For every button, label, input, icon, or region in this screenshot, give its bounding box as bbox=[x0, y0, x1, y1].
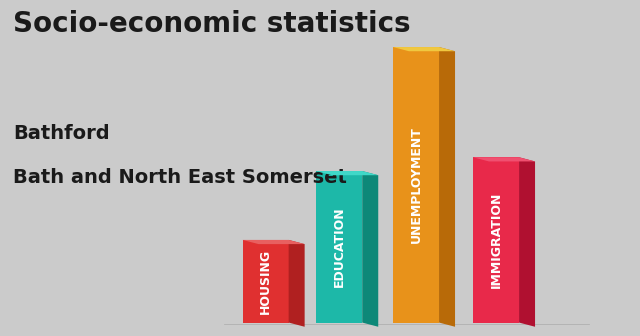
Polygon shape bbox=[393, 47, 439, 323]
Text: Bath and North East Somerset: Bath and North East Somerset bbox=[13, 168, 347, 187]
Polygon shape bbox=[316, 171, 362, 323]
Text: EDUCATION: EDUCATION bbox=[333, 207, 346, 287]
Polygon shape bbox=[243, 240, 305, 244]
Text: IMMIGRATION: IMMIGRATION bbox=[490, 192, 502, 288]
Polygon shape bbox=[393, 47, 455, 51]
Text: HOUSING: HOUSING bbox=[259, 249, 272, 314]
Polygon shape bbox=[316, 171, 378, 175]
Polygon shape bbox=[289, 240, 305, 327]
Polygon shape bbox=[473, 157, 535, 162]
Polygon shape bbox=[362, 171, 378, 327]
Polygon shape bbox=[519, 157, 535, 327]
Text: Socio-economic statistics: Socio-economic statistics bbox=[13, 10, 410, 38]
Text: Bathford: Bathford bbox=[13, 124, 109, 143]
Polygon shape bbox=[243, 240, 289, 323]
Text: UNEMPLOYMENT: UNEMPLOYMENT bbox=[410, 126, 422, 243]
Polygon shape bbox=[473, 157, 519, 323]
Polygon shape bbox=[439, 47, 455, 327]
